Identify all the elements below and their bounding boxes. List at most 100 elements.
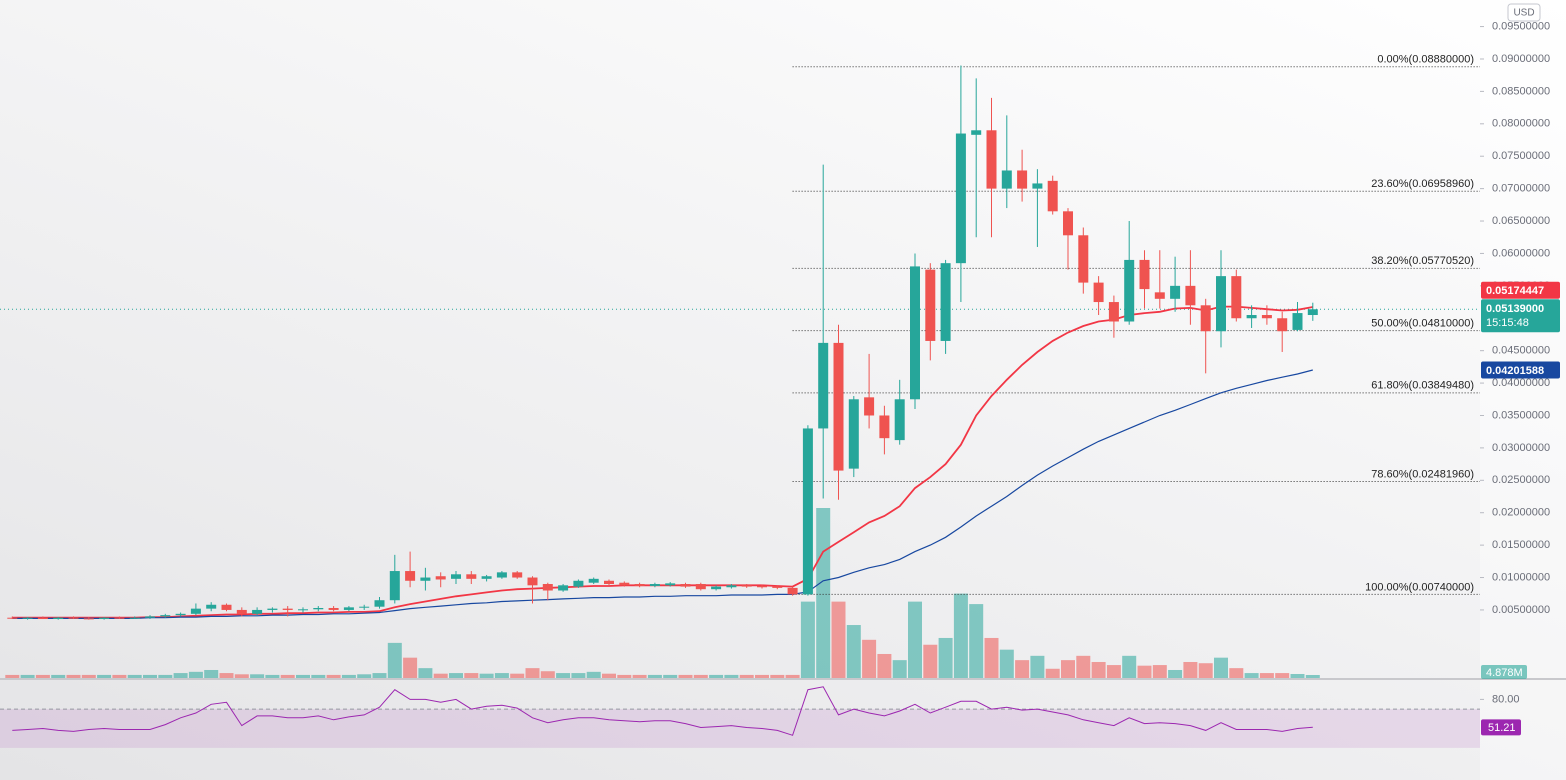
volume-bar bbox=[219, 673, 234, 678]
volume-bar bbox=[20, 674, 35, 678]
moving-average bbox=[12, 369, 1313, 619]
candle-body bbox=[1139, 259, 1150, 290]
volume-bar bbox=[1290, 673, 1305, 678]
volume-bar bbox=[571, 673, 586, 678]
candle-body bbox=[1261, 315, 1272, 319]
volume-bar bbox=[1106, 665, 1121, 678]
volume-bar bbox=[678, 674, 693, 678]
volume-bar bbox=[341, 674, 356, 678]
y-tick-label: 0.09500000 bbox=[1492, 20, 1550, 32]
volume-bar bbox=[755, 674, 769, 678]
candle-body bbox=[1307, 309, 1318, 316]
volume-bar bbox=[51, 674, 66, 678]
candle-body bbox=[864, 397, 875, 416]
y-tick-label: 0.09000000 bbox=[1492, 53, 1550, 65]
volume-bar bbox=[525, 668, 540, 678]
candle-body bbox=[772, 586, 783, 588]
candle-body bbox=[757, 585, 767, 588]
candle-body bbox=[1154, 292, 1165, 299]
candle-body bbox=[695, 584, 706, 590]
ma-tag-bg bbox=[1481, 281, 1560, 299]
candle-body bbox=[466, 574, 477, 579]
volume-bar bbox=[494, 673, 509, 678]
candle-body bbox=[680, 584, 691, 587]
candle-body bbox=[711, 586, 722, 590]
volume-bar bbox=[81, 674, 96, 678]
candle-body bbox=[879, 415, 890, 439]
candle-body bbox=[634, 584, 645, 586]
volume-bar bbox=[1214, 657, 1228, 678]
candle-body bbox=[496, 572, 507, 578]
candle-body bbox=[573, 580, 584, 587]
volume-bar bbox=[204, 669, 219, 678]
volume-bar bbox=[908, 601, 922, 678]
volume-bar bbox=[326, 674, 341, 678]
volume-bar bbox=[403, 657, 418, 678]
candle-body bbox=[420, 577, 431, 581]
candle-body bbox=[1231, 276, 1242, 319]
volume-bar bbox=[387, 642, 402, 678]
candle-body bbox=[206, 604, 217, 609]
candle-body bbox=[1124, 259, 1135, 322]
candle-body bbox=[1292, 313, 1303, 330]
volume-bar bbox=[173, 673, 188, 678]
volume-bar bbox=[1045, 668, 1060, 678]
volume-bar bbox=[1122, 655, 1137, 678]
volume-bar bbox=[770, 674, 785, 678]
candle-body bbox=[558, 585, 569, 591]
candle-body bbox=[1063, 211, 1073, 236]
candle-body bbox=[252, 609, 263, 614]
candle-body bbox=[282, 608, 293, 610]
volume-bar bbox=[1198, 663, 1213, 678]
candle-body bbox=[7, 617, 18, 619]
y-tick-label: 0.02500000 bbox=[1492, 474, 1550, 486]
candle-body bbox=[343, 607, 354, 610]
candle-body bbox=[1047, 180, 1058, 212]
volume-bar bbox=[1030, 655, 1045, 678]
y-tick-label: 0.02000000 bbox=[1492, 507, 1550, 519]
y-tick-label: 0.07500000 bbox=[1492, 150, 1550, 162]
volume-bar bbox=[188, 671, 203, 678]
volume-bar bbox=[66, 674, 81, 678]
candle-body bbox=[37, 617, 48, 620]
candle-body bbox=[236, 609, 247, 614]
y-tick-label: 0.03000000 bbox=[1492, 442, 1550, 454]
volume-bar bbox=[892, 660, 907, 678]
volume-bar bbox=[158, 674, 173, 678]
volume-bar bbox=[479, 673, 494, 678]
candle-body bbox=[741, 585, 752, 587]
candle-body bbox=[1246, 315, 1257, 319]
candle-body bbox=[787, 587, 798, 595]
y-tick-label: 0.01000000 bbox=[1492, 571, 1550, 583]
volume-bar bbox=[418, 668, 433, 678]
candle-body bbox=[818, 342, 829, 429]
volume-bar bbox=[464, 673, 479, 678]
y-tick-label: 0.04500000 bbox=[1492, 345, 1550, 357]
candle-body bbox=[267, 608, 278, 610]
volume-bar bbox=[97, 674, 112, 678]
candle-body bbox=[833, 342, 844, 471]
candle-body bbox=[68, 617, 79, 619]
candle-body bbox=[83, 618, 94, 620]
candle-body bbox=[190, 608, 201, 614]
candle-body bbox=[99, 617, 110, 620]
candle-body bbox=[1170, 285, 1181, 299]
rsi-band bbox=[0, 709, 1480, 748]
candle-body bbox=[1078, 235, 1089, 283]
candle-body bbox=[53, 617, 64, 620]
volume-bar bbox=[938, 637, 953, 678]
volume-bar bbox=[785, 674, 800, 678]
volume-bar bbox=[112, 674, 127, 678]
y-tick-label: 0.04000000 bbox=[1492, 377, 1550, 389]
price-tag-bg bbox=[1481, 299, 1560, 333]
currency-box[interactable] bbox=[1507, 3, 1541, 22]
volume-bar bbox=[816, 508, 831, 678]
candle-body bbox=[910, 266, 920, 400]
candle-body bbox=[649, 584, 660, 586]
fib-label: 38.20%(0.05770520) bbox=[1371, 255, 1474, 267]
volume-bar bbox=[632, 674, 647, 678]
fib-label: 23.60%(0.06958960) bbox=[1371, 178, 1474, 190]
currency[interactable]: USD bbox=[1513, 8, 1534, 19]
volume-bar bbox=[923, 644, 938, 678]
volume-bar bbox=[999, 649, 1014, 678]
